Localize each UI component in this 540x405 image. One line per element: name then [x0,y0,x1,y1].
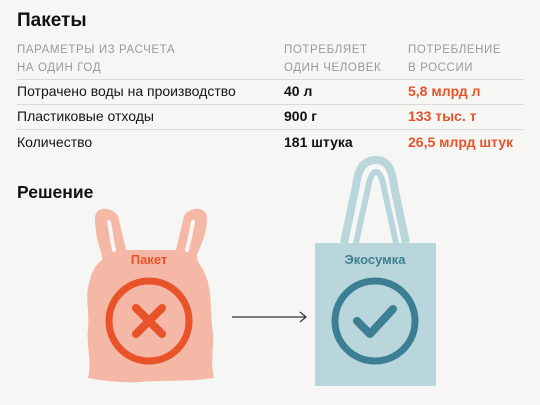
bag-label: Пакет [131,252,168,267]
plastic-bag-icon [87,208,214,383]
header-per-person-line2: ОДИН ЧЕЛОВЕК [284,62,382,74]
solution-title: Решение [17,182,94,202]
row-water-per-person: 40 л [284,83,313,99]
row-waste-label: Пластиковые отходы [17,108,154,124]
arrow-right-icon [232,311,307,323]
cross-icon [132,304,166,338]
header-russia-line1: ПОТРЕБЛЕНИЕ [408,44,502,56]
header-params-line2: НА ОДИН ГОД [17,62,102,74]
ring-icon [331,277,419,365]
ring-icon [105,277,193,365]
row-count-russia: 26,5 млрд штук [408,134,514,150]
table-divider [17,79,523,80]
row-water-russia: 5,8 млрд л [408,83,481,99]
row-count-per-person: 181 штука [284,134,353,150]
checkmark-icon [353,305,397,338]
row-divider [17,104,523,105]
row-divider [17,129,523,130]
header-params: ПАРАМЕТРЫ ИЗ РАСЧЕТА НА ОДИН ГОД [17,41,175,77]
header-per-person: ПОТРЕБЛЯЕТ ОДИН ЧЕЛОВЕК [284,41,381,77]
header-russia: ПОТРЕБЛЕНИЕ В РОССИИ [408,41,501,77]
header-russia-line2: В РОССИИ [408,62,474,74]
header-params-line1: ПАРАМЕТРЫ ИЗ РАСЧЕТА [17,44,176,56]
page-title: Пакеты [17,10,87,31]
header-per-person-line1: ПОТРЕБЛЯЕТ [284,44,368,56]
row-water-label: Потрачено воды на производство [17,83,236,99]
row-waste-per-person: 900 г [284,108,318,124]
row-waste-russia: 133 тыс. т [408,108,477,124]
ecobag-label: Экосумка [345,252,407,267]
row-count-label: Количество [17,134,93,150]
eco-bag-icon [315,156,436,386]
